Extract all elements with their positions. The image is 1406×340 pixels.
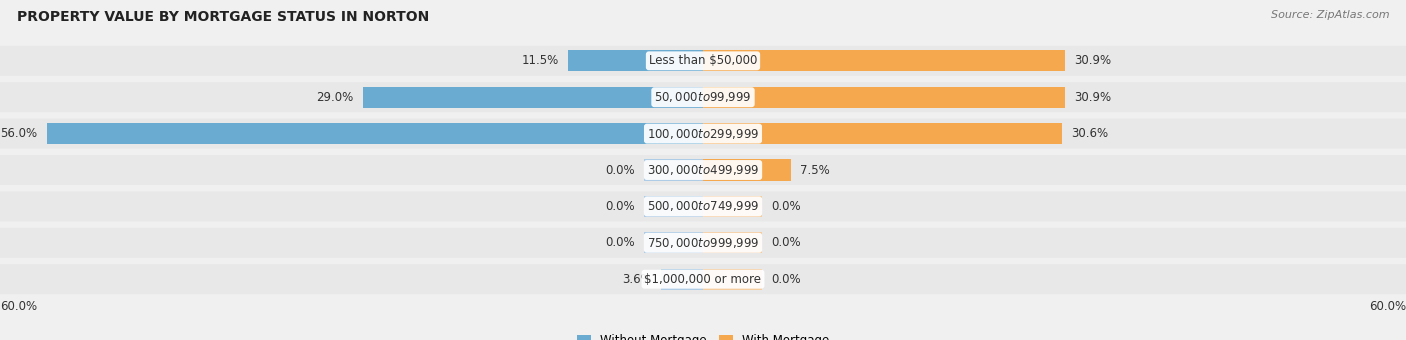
FancyBboxPatch shape: [0, 44, 1406, 78]
Text: Less than $50,000: Less than $50,000: [648, 54, 758, 67]
Bar: [703, 50, 1066, 71]
Text: 0.0%: 0.0%: [606, 164, 636, 176]
Text: $750,000 to $999,999: $750,000 to $999,999: [647, 236, 759, 250]
Bar: [661, 269, 703, 290]
Text: 3.6%: 3.6%: [621, 273, 651, 286]
Bar: [363, 87, 703, 108]
FancyBboxPatch shape: [0, 226, 1406, 259]
Text: 60.0%: 60.0%: [0, 300, 37, 312]
Bar: [703, 269, 762, 290]
FancyBboxPatch shape: [0, 81, 1406, 114]
Bar: [644, 159, 703, 181]
Text: $300,000 to $499,999: $300,000 to $499,999: [647, 163, 759, 177]
Text: 0.0%: 0.0%: [770, 273, 800, 286]
Legend: Without Mortgage, With Mortgage: Without Mortgage, With Mortgage: [574, 330, 832, 340]
Text: 29.0%: 29.0%: [316, 91, 354, 104]
Text: 30.9%: 30.9%: [1074, 54, 1112, 67]
Text: 30.9%: 30.9%: [1074, 91, 1112, 104]
FancyBboxPatch shape: [0, 262, 1406, 296]
Text: 7.5%: 7.5%: [800, 164, 830, 176]
Bar: [644, 196, 703, 217]
Text: 0.0%: 0.0%: [770, 236, 800, 249]
Text: 0.0%: 0.0%: [606, 236, 636, 249]
FancyBboxPatch shape: [0, 153, 1406, 187]
Text: $500,000 to $749,999: $500,000 to $749,999: [647, 199, 759, 214]
Text: $1,000,000 or more: $1,000,000 or more: [644, 273, 762, 286]
FancyBboxPatch shape: [0, 190, 1406, 223]
Text: 11.5%: 11.5%: [522, 54, 560, 67]
FancyBboxPatch shape: [0, 117, 1406, 150]
Bar: [46, 123, 703, 144]
Text: $100,000 to $299,999: $100,000 to $299,999: [647, 126, 759, 141]
Bar: [703, 196, 762, 217]
Text: 0.0%: 0.0%: [606, 200, 636, 213]
Text: 60.0%: 60.0%: [1369, 300, 1406, 312]
Text: PROPERTY VALUE BY MORTGAGE STATUS IN NORTON: PROPERTY VALUE BY MORTGAGE STATUS IN NOR…: [17, 10, 429, 24]
Text: 30.6%: 30.6%: [1071, 127, 1108, 140]
Text: Source: ZipAtlas.com: Source: ZipAtlas.com: [1271, 10, 1389, 20]
Bar: [703, 232, 762, 253]
Bar: [568, 50, 703, 71]
Text: $50,000 to $99,999: $50,000 to $99,999: [654, 90, 752, 104]
Bar: [703, 159, 790, 181]
Text: 0.0%: 0.0%: [770, 200, 800, 213]
Bar: [644, 232, 703, 253]
Bar: [703, 123, 1062, 144]
Text: 56.0%: 56.0%: [0, 127, 38, 140]
Bar: [703, 87, 1066, 108]
